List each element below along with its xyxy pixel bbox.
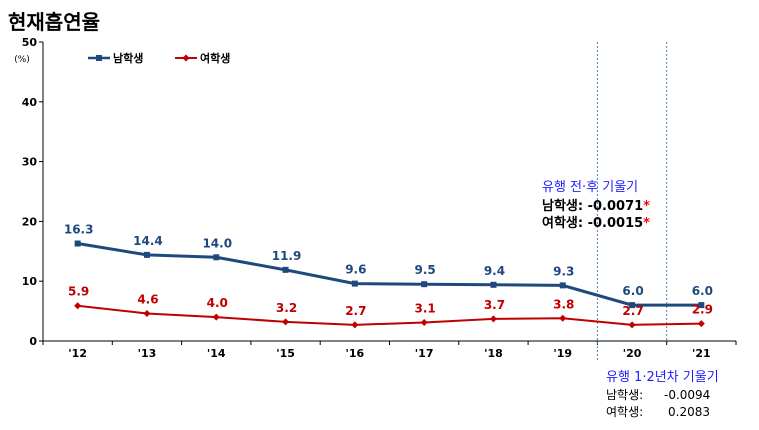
y-tick-label: 0 [29, 335, 37, 348]
data-point [628, 321, 636, 329]
data-point [698, 302, 705, 309]
annotation-pandemic-female-label: 여학생: [606, 405, 643, 419]
series-line [77, 242, 702, 307]
x-tick-label: '19 [553, 347, 572, 360]
x-tick-label: '18 [484, 347, 503, 360]
y-tick-label: 40 [22, 96, 38, 109]
data-label: 2.9 [692, 303, 713, 317]
data-point [282, 266, 289, 273]
legend-marker [96, 55, 102, 61]
data-point [143, 251, 150, 258]
data-point [629, 302, 636, 309]
annotation-before-after: 유행 전·후 기울기 남학생: -0.0071* 여학생: -0.0015* [542, 179, 650, 231]
data-point [420, 318, 428, 326]
x-axis: '12 '13 '14 '15 '16 '17 '18 '19 '20 '21 [42, 340, 737, 360]
data-label: 14.0 [202, 236, 232, 250]
x-tick-label: '12 [68, 347, 87, 360]
data-point [351, 280, 358, 287]
data-point [490, 281, 497, 288]
x-tick-label: '20 [623, 347, 642, 360]
annotation-before-after-title: 유행 전·후 기울기 [542, 179, 638, 195]
data-label: 16.3 [64, 223, 94, 237]
data-point [143, 309, 151, 317]
data-label: 3.8 [553, 297, 574, 311]
x-tick-label: '16 [346, 347, 365, 360]
data-label: 6.0 [622, 284, 643, 298]
data-label: 9.6 [345, 263, 366, 277]
data-point [74, 240, 81, 247]
data-label: 9.5 [415, 263, 436, 277]
data-point [213, 254, 220, 261]
legend-label: 여학생 [200, 51, 230, 65]
annotation-female-slope: 여학생: -0.0015 [542, 215, 643, 231]
series-1: 5.9 4.6 4.0 3.2 2.7 3.1 3.7 3.8 2.7 2.9 [68, 285, 713, 329]
y-axis: 0 10 20 30 40 50 [22, 36, 44, 348]
legend-marker [182, 54, 190, 62]
y-axis-unit: (%) [14, 55, 30, 65]
annotation-pandemic-title: 유행 1·2년차 기울기 [606, 369, 719, 385]
significance-star: * [643, 216, 650, 231]
x-tick-label: '17 [415, 347, 434, 360]
x-tick-label: '13 [138, 347, 157, 360]
data-label: 4.6 [137, 292, 158, 306]
annotation-male-slope: 남학생: -0.0071 [542, 198, 643, 214]
data-label: 11.9 [272, 249, 302, 263]
annotation-pandemic-male-label: 남학생: [606, 388, 643, 402]
data-point [212, 313, 220, 321]
data-point [489, 315, 497, 323]
x-tick-label: '15 [276, 347, 295, 360]
y-tick-label: 50 [22, 36, 38, 49]
annotation-pandemic-years: 유행 1·2년차 기울기 남학생: -0.0094 여학생: 0.2083 [606, 369, 719, 419]
series-0: 16.3 14.4 14.0 11.9 9.6 9.5 9.4 9.3 6.0 6.0 [64, 223, 713, 309]
data-label: 14.4 [133, 234, 163, 248]
data-point [559, 282, 566, 289]
data-label: 4.0 [207, 296, 228, 310]
annotation-before-after-male: 남학생: -0.0071* [542, 198, 650, 214]
y-tick-label: 20 [22, 215, 38, 228]
data-label: 5.9 [68, 285, 89, 299]
annotation-before-after-female: 여학생: -0.0015* [542, 215, 650, 231]
data-label: 9.4 [484, 264, 505, 278]
chart-title: 현재흡연율 [8, 10, 100, 34]
series-layer: 16.3 14.4 14.0 11.9 9.6 9.5 9.4 9.3 6.0 6.0 5.9 4.6… [64, 223, 713, 329]
y-tick-label: 30 [22, 156, 38, 169]
legend: 남학생 여학생 [88, 51, 230, 65]
x-tick-label: '14 [207, 347, 226, 360]
data-label: 3.2 [276, 301, 297, 315]
y-tick-label: 10 [22, 275, 38, 288]
data-point [421, 281, 428, 288]
data-label: 6.0 [692, 284, 713, 298]
period-dividers [596, 42, 668, 360]
x-tick-label: '21 [692, 347, 711, 360]
data-point [282, 318, 290, 326]
annotation-pandemic-female-value: 0.2083 [668, 405, 710, 419]
annotation-pandemic-male-value: -0.0094 [664, 388, 710, 402]
data-label: 2.7 [622, 304, 643, 318]
data-label: 9.3 [553, 264, 574, 278]
data-label: 3.1 [415, 301, 436, 315]
data-point [697, 320, 705, 328]
data-point [559, 314, 567, 322]
significance-star: * [643, 199, 650, 214]
data-label: 2.7 [345, 304, 366, 318]
data-point [351, 321, 359, 329]
legend-label: 남학생 [113, 51, 143, 65]
series-line [77, 304, 702, 326]
data-label: 3.7 [484, 298, 505, 312]
data-point [74, 302, 82, 310]
